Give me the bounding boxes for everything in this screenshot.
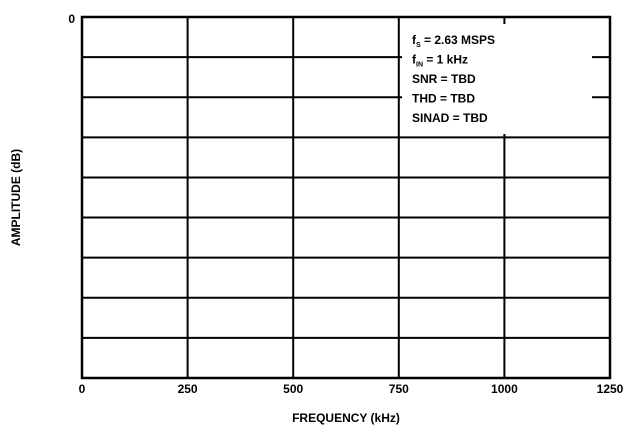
plot-grid <box>82 17 610 378</box>
x-tick-label: 1000 <box>491 382 518 396</box>
y-axis-label: AMPLITUDE (dB) <box>9 149 23 246</box>
y-top-tick-label: 0 <box>68 12 75 26</box>
annotation-line: SINAD = TBD <box>412 111 488 125</box>
annotation-line: THD = TBD <box>412 92 475 106</box>
x-axis-label: FREQUENCY (kHz) <box>292 411 400 425</box>
x-tick-label: 250 <box>178 382 198 396</box>
annotation-box: fS = 2.63 MSPS fIN = 1 kHz SNR = TBD THD = … <box>402 24 592 134</box>
annotation-line: fS = 2.63 MSPS <box>412 33 495 49</box>
x-tick-label: 750 <box>389 382 409 396</box>
x-tick-label: 1250 <box>597 382 624 396</box>
x-tick-label: 0 <box>79 382 86 396</box>
annotation-background <box>402 24 592 134</box>
annotation-line: fIN = 1 kHz <box>412 53 468 69</box>
x-tick-label: 500 <box>283 382 303 396</box>
plot-frame <box>80 15 612 380</box>
annotation-line: SNR = TBD <box>412 72 476 86</box>
x-tick-labels: 0 250 500 750 1000 1250 <box>79 382 624 396</box>
